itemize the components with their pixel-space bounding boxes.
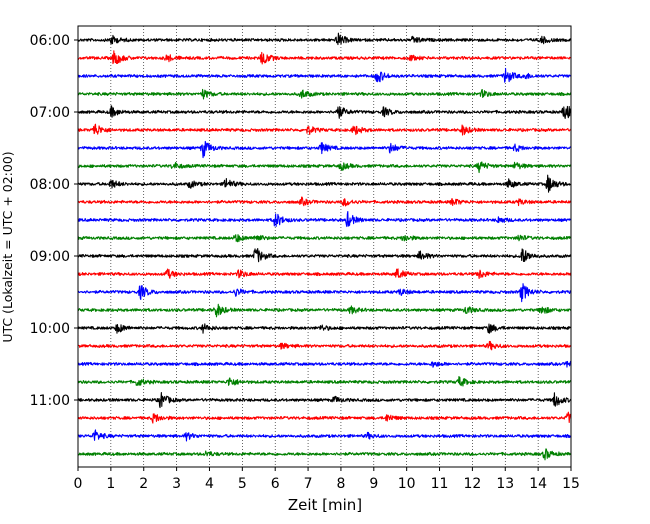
trace-0900 bbox=[77, 248, 572, 263]
trace-1000 bbox=[77, 323, 572, 334]
x-tick-label-0: 0 bbox=[74, 476, 83, 492]
y-tick-label-09:00: 09:00 bbox=[30, 249, 70, 265]
trace-0600 bbox=[77, 32, 572, 46]
trace-0700 bbox=[77, 105, 572, 119]
x-tick-label-5: 5 bbox=[238, 476, 247, 492]
x-tick-label-12: 12 bbox=[463, 476, 481, 492]
trace-0945 bbox=[77, 303, 572, 318]
trace-0730 bbox=[77, 140, 572, 159]
trace-0930 bbox=[77, 283, 572, 303]
trace-1045 bbox=[77, 376, 572, 387]
x-tick-label-13: 13 bbox=[496, 476, 514, 492]
trace-1145 bbox=[77, 448, 572, 461]
y-tick-label-11:00: 11:00 bbox=[30, 393, 70, 409]
x-tick-label-1: 1 bbox=[106, 476, 115, 492]
trace-1030 bbox=[77, 360, 572, 368]
x-tick-label-15: 15 bbox=[562, 476, 580, 492]
trace-1100 bbox=[77, 392, 572, 409]
x-tick-label-8: 8 bbox=[336, 476, 345, 492]
trace-1115 bbox=[77, 411, 572, 424]
trace-1130 bbox=[77, 429, 572, 442]
x-tick-label-11: 11 bbox=[431, 476, 449, 492]
x-tick-label-3: 3 bbox=[172, 476, 181, 492]
x-tick-label-4: 4 bbox=[205, 476, 214, 492]
trace-layer bbox=[77, 32, 572, 461]
trace-0815 bbox=[77, 196, 572, 207]
trace-0745 bbox=[77, 161, 572, 174]
y-axis-label: UTC (Lokalzeit = UTC + 02:00) bbox=[0, 151, 15, 342]
trace-0645 bbox=[77, 88, 572, 100]
y-tick-label-07:00: 07:00 bbox=[30, 105, 70, 121]
x-tick-label-9: 9 bbox=[369, 476, 378, 492]
y-tick-label-08:00: 08:00 bbox=[30, 177, 70, 193]
x-tick-label-7: 7 bbox=[304, 476, 313, 492]
trace-0615 bbox=[77, 50, 572, 65]
trace-0630 bbox=[77, 67, 572, 83]
trace-1015 bbox=[77, 340, 572, 351]
x-tick-label-2: 2 bbox=[139, 476, 148, 492]
trace-0800 bbox=[77, 174, 572, 193]
plot-frame bbox=[77, 25, 572, 468]
trace-0845 bbox=[77, 234, 572, 243]
x-tick-label-6: 6 bbox=[271, 476, 280, 492]
x-axis-label: Zeit [min] bbox=[288, 496, 362, 514]
y-axis: 06:00 07:00 08:00 09:00 10:00 11:00 bbox=[30, 33, 78, 409]
trace-0830 bbox=[77, 211, 572, 228]
x-tick-label-10: 10 bbox=[398, 476, 416, 492]
trace-0715 bbox=[77, 123, 572, 136]
x-tick-label-14: 14 bbox=[529, 476, 547, 492]
y-tick-label-10:00: 10:00 bbox=[30, 321, 70, 337]
y-tick-label-06:00: 06:00 bbox=[30, 33, 70, 49]
x-axis: 0 1 2 3 4 5 6 7 8 9 10 11 12 13 14 15 bbox=[74, 467, 580, 492]
trace-0915 bbox=[77, 268, 572, 279]
